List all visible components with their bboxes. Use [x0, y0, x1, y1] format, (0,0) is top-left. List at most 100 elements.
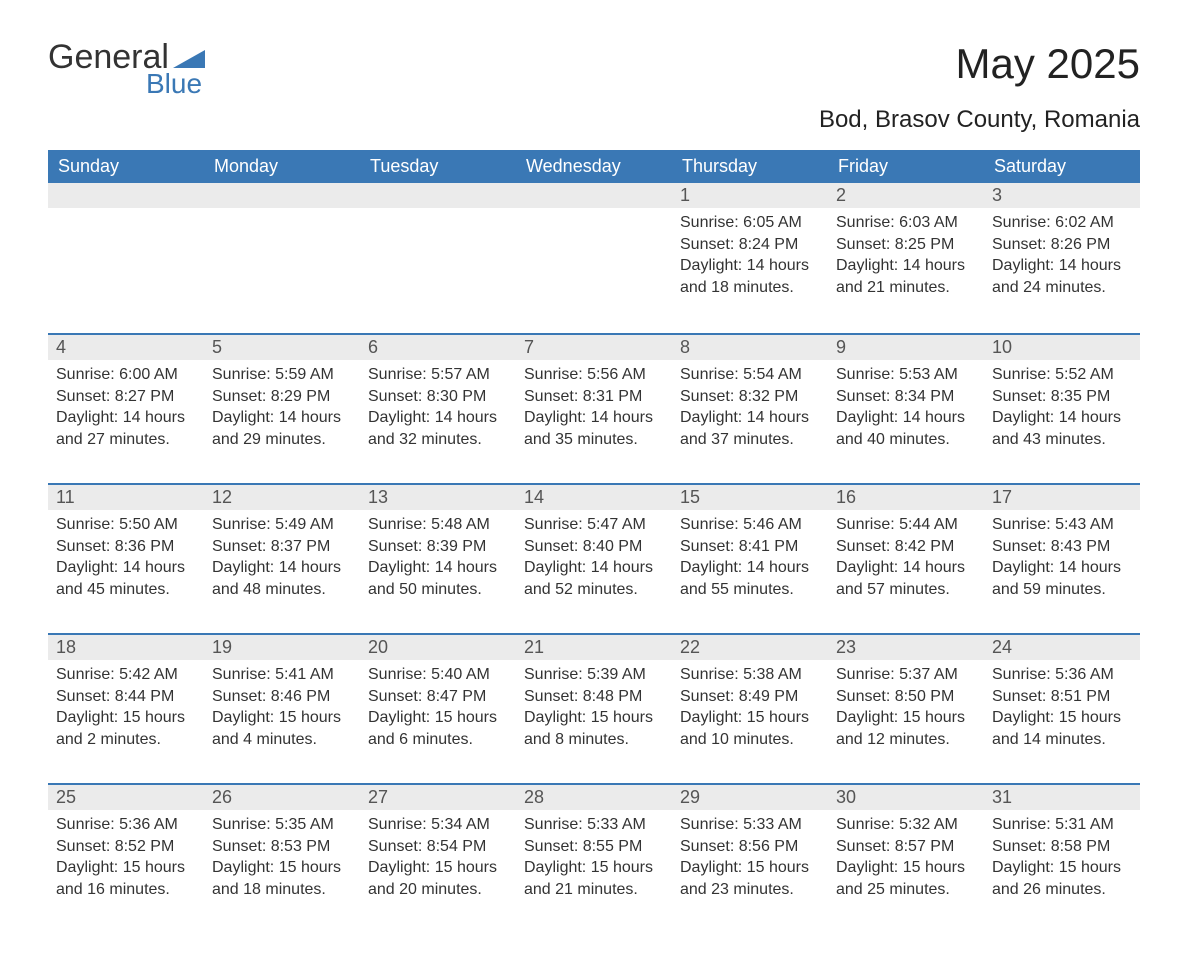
- day-details: Sunrise: 5:41 AMSunset: 8:46 PMDaylight:…: [204, 660, 360, 762]
- sunrise-text: Sunrise: 5:49 AM: [212, 514, 352, 536]
- sunset-text: Sunset: 8:35 PM: [992, 386, 1132, 408]
- calendar-cell: 23Sunrise: 5:37 AMSunset: 8:50 PMDayligh…: [828, 633, 984, 783]
- sunset-text: Sunset: 8:43 PM: [992, 536, 1132, 558]
- empty-day: [516, 183, 672, 208]
- day-details: Sunrise: 5:36 AMSunset: 8:51 PMDaylight:…: [984, 660, 1140, 762]
- calendar-cell: [48, 183, 204, 333]
- sunrise-text: Sunrise: 5:32 AM: [836, 814, 976, 836]
- daylight-text: Daylight: 14 hours and 43 minutes.: [992, 407, 1132, 450]
- day-details: Sunrise: 5:31 AMSunset: 8:58 PMDaylight:…: [984, 810, 1140, 912]
- logo: General Blue: [48, 40, 205, 98]
- sunrise-text: Sunrise: 5:34 AM: [368, 814, 508, 836]
- sunrise-text: Sunrise: 6:02 AM: [992, 212, 1132, 234]
- daylight-text: Daylight: 14 hours and 59 minutes.: [992, 557, 1132, 600]
- day-details: Sunrise: 5:39 AMSunset: 8:48 PMDaylight:…: [516, 660, 672, 762]
- day-number: 5: [204, 333, 360, 360]
- sunrise-text: Sunrise: 5:56 AM: [524, 364, 664, 386]
- daylight-text: Daylight: 14 hours and 45 minutes.: [56, 557, 196, 600]
- page-title: May 2025: [956, 40, 1140, 88]
- day-details: Sunrise: 5:35 AMSunset: 8:53 PMDaylight:…: [204, 810, 360, 912]
- calendar-cell: 16Sunrise: 5:44 AMSunset: 8:42 PMDayligh…: [828, 483, 984, 633]
- daylight-text: Daylight: 15 hours and 12 minutes.: [836, 707, 976, 750]
- daylight-text: Daylight: 15 hours and 23 minutes.: [680, 857, 820, 900]
- day-details: Sunrise: 5:49 AMSunset: 8:37 PMDaylight:…: [204, 510, 360, 612]
- sunrise-text: Sunrise: 5:39 AM: [524, 664, 664, 686]
- daylight-text: Daylight: 15 hours and 6 minutes.: [368, 707, 508, 750]
- day-number: 2: [828, 183, 984, 208]
- day-number: 8: [672, 333, 828, 360]
- calendar-cell: [360, 183, 516, 333]
- sunrise-text: Sunrise: 5:41 AM: [212, 664, 352, 686]
- day-details: Sunrise: 6:00 AMSunset: 8:27 PMDaylight:…: [48, 360, 204, 462]
- calendar-cell: 22Sunrise: 5:38 AMSunset: 8:49 PMDayligh…: [672, 633, 828, 783]
- day-number: 30: [828, 783, 984, 810]
- daylight-text: Daylight: 15 hours and 14 minutes.: [992, 707, 1132, 750]
- day-details: Sunrise: 5:32 AMSunset: 8:57 PMDaylight:…: [828, 810, 984, 912]
- daylight-text: Daylight: 15 hours and 4 minutes.: [212, 707, 352, 750]
- day-number: 13: [360, 483, 516, 510]
- day-details: Sunrise: 5:57 AMSunset: 8:30 PMDaylight:…: [360, 360, 516, 462]
- calendar-cell: 2Sunrise: 6:03 AMSunset: 8:25 PMDaylight…: [828, 183, 984, 333]
- sunset-text: Sunset: 8:51 PM: [992, 686, 1132, 708]
- sunrise-text: Sunrise: 5:37 AM: [836, 664, 976, 686]
- calendar-week-row: 18Sunrise: 5:42 AMSunset: 8:44 PMDayligh…: [48, 633, 1140, 783]
- day-details: Sunrise: 5:40 AMSunset: 8:47 PMDaylight:…: [360, 660, 516, 762]
- day-details: Sunrise: 5:50 AMSunset: 8:36 PMDaylight:…: [48, 510, 204, 612]
- calendar-cell: [204, 183, 360, 333]
- daylight-text: Daylight: 14 hours and 24 minutes.: [992, 255, 1132, 298]
- day-details: Sunrise: 5:33 AMSunset: 8:55 PMDaylight:…: [516, 810, 672, 912]
- calendar-week-row: 11Sunrise: 5:50 AMSunset: 8:36 PMDayligh…: [48, 483, 1140, 633]
- sunrise-text: Sunrise: 5:38 AM: [680, 664, 820, 686]
- calendar-week-row: 25Sunrise: 5:36 AMSunset: 8:52 PMDayligh…: [48, 783, 1140, 933]
- day-details: Sunrise: 5:37 AMSunset: 8:50 PMDaylight:…: [828, 660, 984, 762]
- day-number: 28: [516, 783, 672, 810]
- day-number: 27: [360, 783, 516, 810]
- sunset-text: Sunset: 8:27 PM: [56, 386, 196, 408]
- daylight-text: Daylight: 14 hours and 29 minutes.: [212, 407, 352, 450]
- sunset-text: Sunset: 8:47 PM: [368, 686, 508, 708]
- sunrise-text: Sunrise: 5:48 AM: [368, 514, 508, 536]
- day-header: Saturday: [984, 150, 1140, 183]
- location-subtitle: Bod, Brasov County, Romania: [48, 106, 1140, 134]
- calendar-cell: 12Sunrise: 5:49 AMSunset: 8:37 PMDayligh…: [204, 483, 360, 633]
- day-number: 14: [516, 483, 672, 510]
- day-number: 21: [516, 633, 672, 660]
- sunset-text: Sunset: 8:58 PM: [992, 836, 1132, 858]
- calendar-cell: 13Sunrise: 5:48 AMSunset: 8:39 PMDayligh…: [360, 483, 516, 633]
- daylight-text: Daylight: 14 hours and 48 minutes.: [212, 557, 352, 600]
- sunrise-text: Sunrise: 5:53 AM: [836, 364, 976, 386]
- day-details: Sunrise: 5:38 AMSunset: 8:49 PMDaylight:…: [672, 660, 828, 762]
- day-number: 12: [204, 483, 360, 510]
- sunrise-text: Sunrise: 5:59 AM: [212, 364, 352, 386]
- day-details: Sunrise: 6:02 AMSunset: 8:26 PMDaylight:…: [984, 208, 1140, 310]
- day-details: Sunrise: 5:53 AMSunset: 8:34 PMDaylight:…: [828, 360, 984, 462]
- empty-day: [360, 183, 516, 208]
- sunset-text: Sunset: 8:44 PM: [56, 686, 196, 708]
- day-header-row: Sunday Monday Tuesday Wednesday Thursday…: [48, 150, 1140, 183]
- sunrise-text: Sunrise: 5:42 AM: [56, 664, 196, 686]
- sunrise-text: Sunrise: 5:52 AM: [992, 364, 1132, 386]
- daylight-text: Daylight: 15 hours and 16 minutes.: [56, 857, 196, 900]
- day-details: Sunrise: 5:59 AMSunset: 8:29 PMDaylight:…: [204, 360, 360, 462]
- calendar-cell: 17Sunrise: 5:43 AMSunset: 8:43 PMDayligh…: [984, 483, 1140, 633]
- sunset-text: Sunset: 8:36 PM: [56, 536, 196, 558]
- sunrise-text: Sunrise: 5:35 AM: [212, 814, 352, 836]
- empty-day: [48, 183, 204, 208]
- day-details: Sunrise: 5:43 AMSunset: 8:43 PMDaylight:…: [984, 510, 1140, 612]
- sunrise-text: Sunrise: 5:40 AM: [368, 664, 508, 686]
- calendar-cell: 14Sunrise: 5:47 AMSunset: 8:40 PMDayligh…: [516, 483, 672, 633]
- daylight-text: Daylight: 15 hours and 2 minutes.: [56, 707, 196, 750]
- sunset-text: Sunset: 8:26 PM: [992, 234, 1132, 256]
- day-details: Sunrise: 5:44 AMSunset: 8:42 PMDaylight:…: [828, 510, 984, 612]
- daylight-text: Daylight: 14 hours and 18 minutes.: [680, 255, 820, 298]
- calendar-cell: 5Sunrise: 5:59 AMSunset: 8:29 PMDaylight…: [204, 333, 360, 483]
- calendar-week-row: 4Sunrise: 6:00 AMSunset: 8:27 PMDaylight…: [48, 333, 1140, 483]
- sunrise-text: Sunrise: 6:05 AM: [680, 212, 820, 234]
- day-number: 29: [672, 783, 828, 810]
- sunrise-text: Sunrise: 5:36 AM: [56, 814, 196, 836]
- calendar-cell: 4Sunrise: 6:00 AMSunset: 8:27 PMDaylight…: [48, 333, 204, 483]
- sunset-text: Sunset: 8:46 PM: [212, 686, 352, 708]
- daylight-text: Daylight: 15 hours and 26 minutes.: [992, 857, 1132, 900]
- sunset-text: Sunset: 8:40 PM: [524, 536, 664, 558]
- day-details: Sunrise: 5:54 AMSunset: 8:32 PMDaylight:…: [672, 360, 828, 462]
